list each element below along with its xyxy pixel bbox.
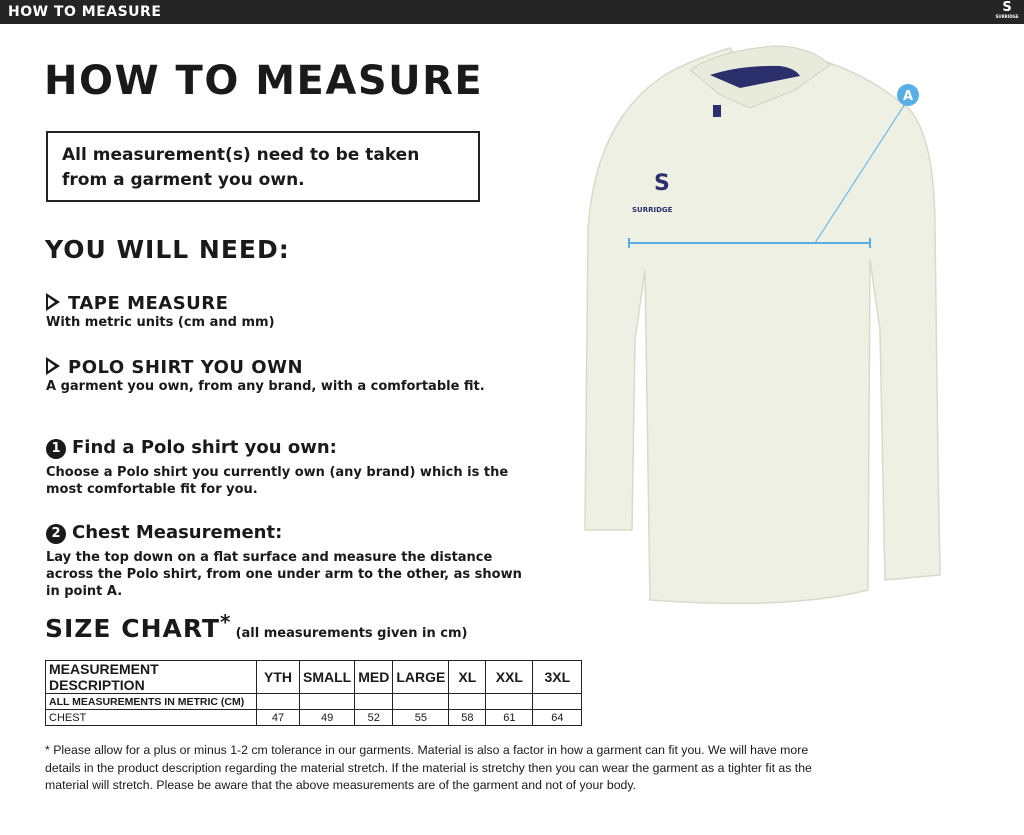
you-will-need-heading: YOU WILL NEED: (45, 235, 290, 264)
step-number-icon: 1 (46, 439, 66, 459)
size-chart-heading: SIZE CHART* (all measurements given in c… (45, 610, 468, 643)
point-a-marker (897, 84, 919, 106)
size-chart-table: MEASUREMENT DESCRIPTION YTH SMALL MED LA… (45, 660, 583, 726)
footnote: * Please allow for a plus or minus 1-2 c… (45, 743, 812, 792)
shirt-logo-icon: S (654, 171, 670, 196)
need-item-polo: POLO SHIRT YOU OWN A garment you own, fr… (46, 357, 485, 394)
notice-box: All measurement(s) need to be taken from… (46, 131, 480, 202)
table-row: CHEST 47 49 52 55 58 61 64 (45, 709, 583, 726)
svg-text:A: A (903, 89, 913, 104)
svg-text:SURRIDGE: SURRIDGE (632, 206, 673, 214)
triangle-bullet-icon (46, 293, 60, 311)
table-header-row: MEASUREMENT DESCRIPTION YTH SMALL MED LA… (45, 660, 583, 694)
shirt-diagram: S SURRIDGE A (584, 45, 941, 605)
need-item-tape: TAPE MEASURE With metric units (cm and m… (46, 293, 275, 330)
brand-logo: S SURRIDGE (995, 0, 1019, 19)
page-title: HOW TO MEASURE (44, 58, 484, 104)
step-number-icon: 2 (46, 524, 66, 544)
step-1: 1 Find a Polo shirt you own: Choose a Pol… (46, 437, 509, 497)
triangle-bullet-icon (46, 357, 60, 375)
step-2: 2 Chest Measurement: Lay the top down on … (46, 522, 522, 599)
table-subheader-row: ALL MEASUREMENTS IN METRIC (CM) (45, 693, 583, 710)
collar-lining (710, 65, 800, 88)
top-bar-title: HOW TO MEASURE (8, 4, 162, 20)
top-bar: HOW TO MEASURE S SURRIDGE (0, 0, 1024, 24)
